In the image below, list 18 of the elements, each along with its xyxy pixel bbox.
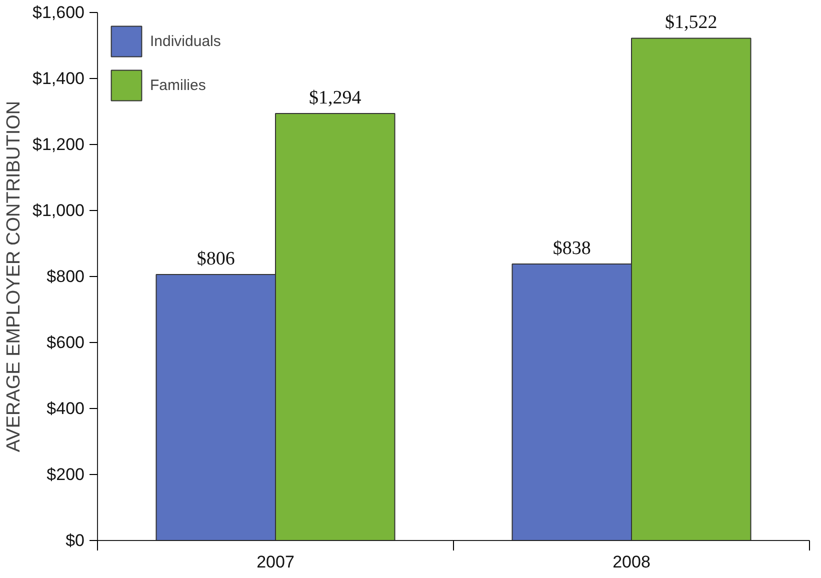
y-axis-title: AVERAGE EMPLOYER CONTRIBUTION <box>4 100 25 452</box>
y-tick-label: $1,000 <box>32 201 85 220</box>
y-tick-label: $1,600 <box>32 3 85 22</box>
y-tick-label: $800 <box>46 267 85 286</box>
y-tick-label: $400 <box>46 399 85 418</box>
legend-label: Individuals <box>150 32 221 50</box>
text: $806 <box>196 248 235 270</box>
x-tick-label: 2007 <box>256 552 294 572</box>
text: $838 <box>552 238 591 259</box>
y-tick-label: $200 <box>46 465 85 484</box>
y-tick-label: $1,200 <box>32 135 85 154</box>
x-tick-label: 2008 <box>612 552 650 572</box>
y-tick-label: $0 <box>66 531 85 550</box>
text: $1,294 <box>309 87 362 108</box>
y-tick-label: $1,400 <box>32 69 85 88</box>
y-tick-label: $600 <box>46 333 85 352</box>
text: $1,522 <box>665 12 718 34</box>
legend-label: Families <box>150 76 206 94</box>
